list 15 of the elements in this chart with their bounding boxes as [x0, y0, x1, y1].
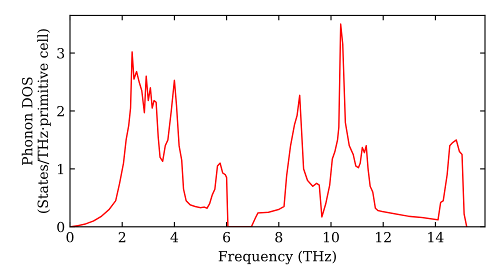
x-tick-label: 10: [324, 232, 339, 242]
x-tick-label: 0: [66, 232, 74, 242]
x-tick-label: 4: [170, 232, 178, 242]
x-tick-label: 8: [275, 232, 282, 242]
x-tick-label: 6: [223, 232, 230, 242]
y-tick-label: 1: [58, 164, 64, 174]
y-tick-label: 0: [57, 222, 64, 232]
y-tick-label: 3: [57, 48, 64, 59]
y-tick-label: 2: [57, 106, 64, 116]
x-tick-label: 14: [428, 232, 444, 242]
y-axis-title: Phonon DOS (States/THz·primitive cell): [22, 29, 51, 213]
x-tick-label: 12: [376, 232, 391, 242]
x-tick-label: 2: [118, 232, 126, 242]
line-series: [70, 23, 468, 227]
x-axis-title: Frequency (THz): [218, 250, 336, 264]
